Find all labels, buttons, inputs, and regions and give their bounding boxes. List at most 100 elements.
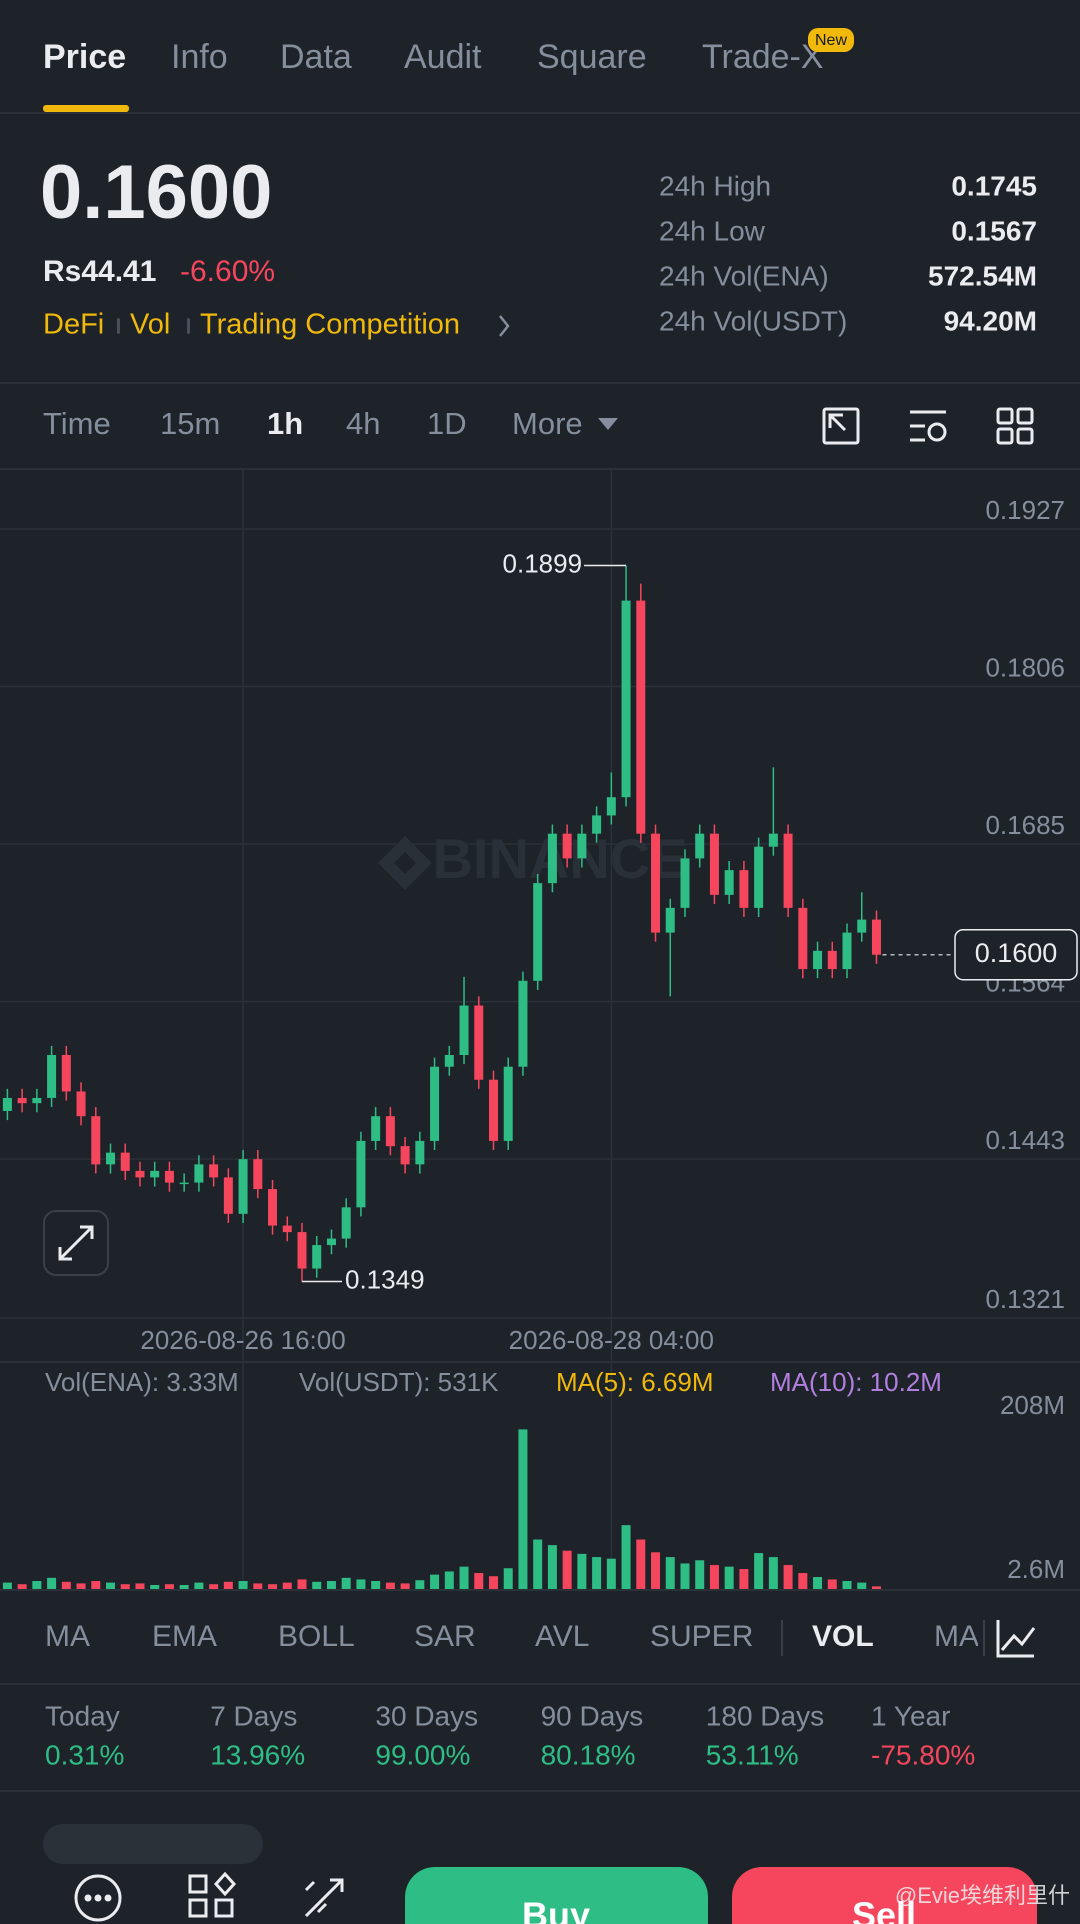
stat-value: 94.20M [944,305,1037,336]
volume-bar [47,1577,57,1589]
layout-icon[interactable] [996,407,1034,445]
interval[interactable]: 4h [346,406,380,441]
tab-underline [43,105,129,112]
interval[interactable]: 15m [160,406,220,441]
apps-icon[interactable] [188,1871,237,1918]
indicator-tab[interactable]: SAR [414,1620,476,1653]
y-tick-label: 0.1685 [985,810,1065,840]
volume-bar [356,1579,366,1589]
fiat-price: Rs44.41 [43,255,156,288]
candle-body [724,870,734,895]
chevron [499,315,510,337]
tab[interactable]: Price [43,38,126,76]
watermark-logo [378,836,432,890]
volume-bar [651,1552,661,1589]
candle-body [606,797,616,816]
volume-bar [547,1545,557,1589]
tag[interactable]: DeFi [43,309,104,341]
volume-bar [562,1550,572,1589]
indicator-tab[interactable]: EMA [152,1620,217,1653]
volume-bar [194,1582,204,1589]
volume-bar [120,1584,130,1589]
volume-bar [164,1584,174,1589]
indicator-tab[interactable]: SUPER [650,1620,753,1653]
indicator-tab[interactable]: VOL [812,1620,874,1653]
candle-body [209,1164,219,1178]
indicator-tab[interactable]: BOLL [278,1620,355,1653]
tab[interactable]: Data [280,38,352,76]
volume-bar [813,1577,823,1589]
tab[interactable]: Info [171,38,228,76]
expand-button[interactable] [43,1210,109,1276]
buy-label[interactable]: Buy [522,1895,590,1924]
volume-bar [179,1585,189,1589]
candle-body [400,1146,410,1165]
buy-button[interactable] [405,1867,708,1924]
candle-body [17,1097,27,1104]
sell-button[interactable] [732,1867,1037,1924]
stat-label: 24h Low [659,215,766,246]
volume-bar [400,1583,410,1589]
candle-body [164,1170,174,1183]
volume-bar [783,1565,793,1589]
last-price-tag [954,928,1078,981]
candle-body [709,833,719,895]
interval[interactable]: 1D [427,406,467,441]
candle-body [665,907,675,933]
volume-bar [533,1539,543,1589]
stat-value: 0.1745 [951,170,1037,201]
tab[interactable]: Audit [404,38,482,76]
performance-value: 99.00% [375,1739,470,1770]
volume-bar [385,1582,395,1589]
settings-icon[interactable] [910,410,947,442]
candle-body [297,1232,307,1269]
stat-label: 24h Vol(USDT) [659,305,847,336]
performance-label: 7 Days [210,1700,297,1731]
candle-body [135,1170,145,1178]
candle-body [842,932,852,970]
volume-bar [488,1576,498,1589]
candle-body [268,1189,278,1226]
tag[interactable]: Trading Competition [200,309,460,341]
candle-body [768,833,778,847]
sell-label[interactable]: Sell [852,1895,916,1924]
stat-label: 24h Vol(ENA) [659,260,829,291]
candle-body [503,1066,513,1141]
fullscreen-icon[interactable] [822,407,860,445]
trade-icon[interactable] [304,1878,344,1918]
volume-tick-label: 208M [1000,1390,1065,1420]
tab[interactable]: Square [537,38,647,76]
performance-label: 1 Year [871,1700,950,1731]
volume-bar [312,1581,322,1589]
volume-bar [606,1558,616,1589]
tab[interactable]: Trade-X [702,38,824,76]
candle-body [474,1005,484,1080]
indicator-tab[interactable]: AVL [535,1620,589,1653]
candle-body [518,980,528,1067]
performance-value: 53.11% [706,1739,799,1770]
interval[interactable]: Time [43,406,111,441]
indicator-settings-icon[interactable] [978,1606,1080,1670]
candle-body [415,1140,425,1165]
more-icon[interactable] [74,1874,122,1922]
candle-body [636,600,646,834]
indicator-tab[interactable]: MA [45,1620,90,1653]
interval[interactable]: 1h [267,406,303,441]
performance-label: 180 Days [706,1700,824,1731]
volume-bar [709,1565,719,1589]
candle-body [695,833,705,859]
candle-body [739,870,749,908]
candle-body [223,1177,233,1214]
interval[interactable]: More [512,406,583,441]
volume-bar [798,1573,808,1589]
candle-body [798,907,808,970]
x-tick-label: 2026-08-26 16:00 [140,1325,345,1355]
tag[interactable]: Vol [130,309,170,341]
volume-bar [32,1581,42,1589]
volume-bar [518,1429,528,1589]
y-tick-label: 0.1806 [985,652,1065,682]
volume-bar [857,1582,867,1589]
candle-body [533,883,543,981]
candle-body [488,1079,498,1141]
